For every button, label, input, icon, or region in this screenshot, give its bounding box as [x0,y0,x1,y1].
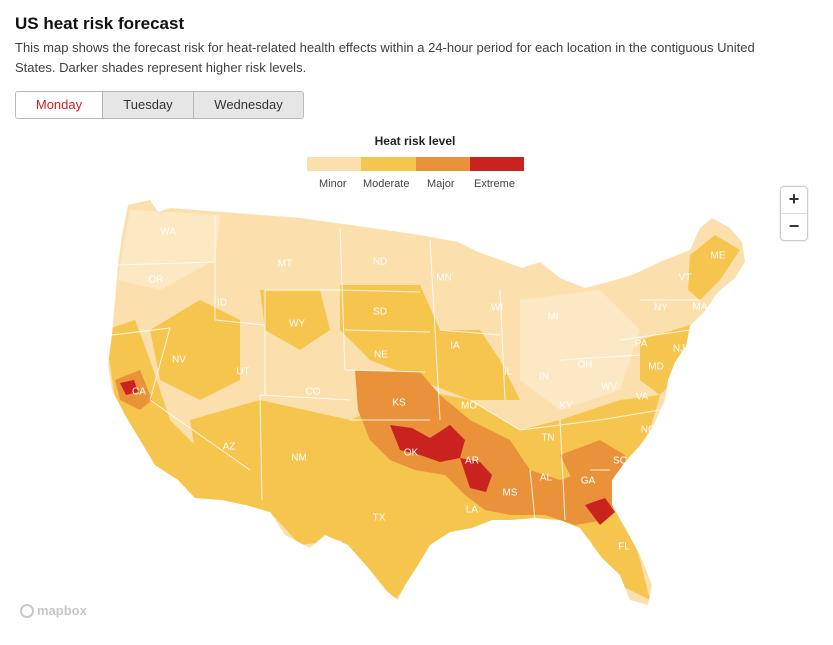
legend-label-extreme: Extreme [474,178,515,190]
state-label-pa: PA [635,339,648,350]
state-label-wi: WI [491,303,503,314]
state-label-ia: IA [450,341,460,352]
state-label-oh: OH [578,360,593,371]
state-label-mn: MN [436,273,452,284]
state-label-al: AL [540,473,553,484]
legend-swatch-minor [307,157,361,171]
state-label-ms: MS [503,488,518,499]
legend-bar [307,157,524,171]
state-label-nv: NV [172,355,186,366]
heat-risk-map[interactable]: WA OR CA NV ID MT WY UT AZ CO NM ND SD NE KS OK TX MN IA MO… [0,170,833,630]
zoom-in-button[interactable]: + [788,189,800,209]
legend-swatch-extreme [470,157,524,171]
state-label-sc: SC [613,456,627,467]
state-label-in: IN [539,372,549,383]
state-label-mi: MI [547,312,558,323]
day-tabs: Monday Tuesday Wednesday [15,91,304,119]
state-label-ma: MA [693,302,708,313]
state-label-ky: KY [559,401,573,412]
state-label-nc: NC [641,425,655,436]
state-label-wv: WV [601,382,617,393]
state-label-ny: NY [654,303,668,314]
page-title: US heat risk forecast [15,14,185,33]
state-label-mo: MO [461,401,477,412]
state-label-wa: WA [160,227,176,238]
state-label-tn: TN [541,433,554,444]
state-label-or: OR [149,275,164,286]
state-label-vt: VT [679,273,692,284]
legend-swatch-major [416,157,470,171]
state-label-mt: MT [278,259,292,270]
state-label-me: ME [711,251,726,262]
state-label-ga: GA [581,476,596,487]
legend-label-moderate: Moderate [363,178,410,190]
state-label-il: IL [504,367,513,378]
state-label-az: AZ [223,442,236,453]
state-label-tx: TX [373,513,386,524]
tab-wednesday[interactable]: Wednesday [193,92,303,118]
state-borders [111,215,700,521]
state-label-ca: CA [132,387,146,398]
risk-layers [108,210,740,600]
state-label-nj: NJ [673,344,685,355]
tab-monday[interactable]: Monday [16,92,102,118]
state-label-fl: FL [618,542,630,553]
state-label-nm: NM [291,453,307,464]
state-label-la: LA [466,505,479,516]
state-label-sd: SD [373,307,387,318]
zoom-out-button[interactable]: − [781,213,807,240]
state-label-nd: ND [373,257,387,268]
state-label-md: MD [648,362,664,373]
legend-label-major: Major [427,178,455,190]
state-label-ne: NE [374,350,388,361]
legend-title: Heat risk level [374,134,456,148]
state-label-ar: AR [465,456,479,467]
page-subtitle: This map shows the forecast risk for hea… [15,40,755,75]
mapbox-logo-icon [20,603,34,618]
state-label-ks: KS [392,398,406,409]
mapbox-attribution[interactable]: mapbox [20,603,87,618]
state-label-va: VA [636,392,649,403]
legend-swatch-moderate [361,157,416,171]
zoom-control: + − [780,186,808,241]
state-labels: WA OR CA NV ID MT WY UT AZ CO NM ND SD NE KS OK TX MN IA MO… [132,227,726,553]
state-label-ut: UT [236,367,249,378]
state-label-id: ID [217,298,227,309]
tab-tuesday[interactable]: Tuesday [102,92,193,118]
legend-label-minor: Minor [319,178,347,190]
state-label-wy: WY [289,319,305,330]
state-label-co: CO [306,387,321,398]
mapbox-wordmark: mapbox [37,603,87,618]
state-label-ok: OK [404,448,419,459]
